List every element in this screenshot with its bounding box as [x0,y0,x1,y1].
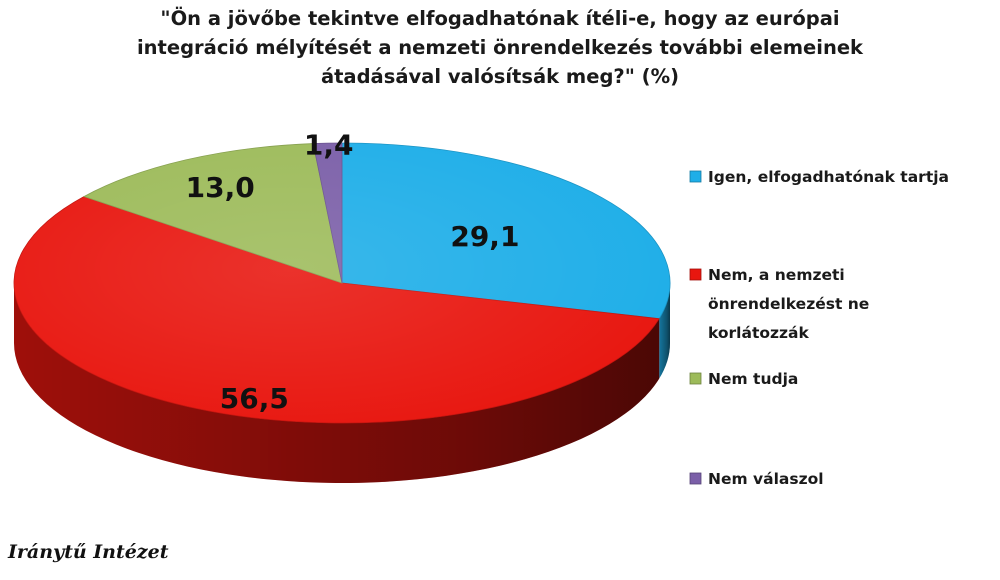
data-label-0: 29,1 [450,220,519,253]
pie-top-shine [14,143,670,423]
chart-title: "Ön a jövőbe tekintve elfogadhatónak íté… [136,7,864,88]
legend-label-0-0: Igen, elfogadhatónak tartja [708,168,949,186]
pie-side-shade-0-0 [659,283,670,379]
source-label: Iránytű Intézet [8,541,169,563]
data-label-3: 1,4 [304,128,354,161]
data-label-2: 13,0 [186,171,255,204]
legend-swatch-2 [689,372,702,385]
legend-label-3-0: Nem válaszol [708,470,824,488]
legend-swatch-0 [689,170,702,183]
legend-label-2-0: Nem tudja [708,370,798,388]
data-label-1: 56,5 [220,382,289,415]
legend-label-1-0: Nem, a nemzeti [708,266,845,284]
legend-swatch-1 [689,268,702,281]
legend-label-1-2: korlátozzák [708,324,810,342]
legend-label-1-1: önrendelkezést ne [708,295,869,313]
legend-swatch-3 [689,472,702,485]
pie-side-shade-1-0 [14,283,660,483]
